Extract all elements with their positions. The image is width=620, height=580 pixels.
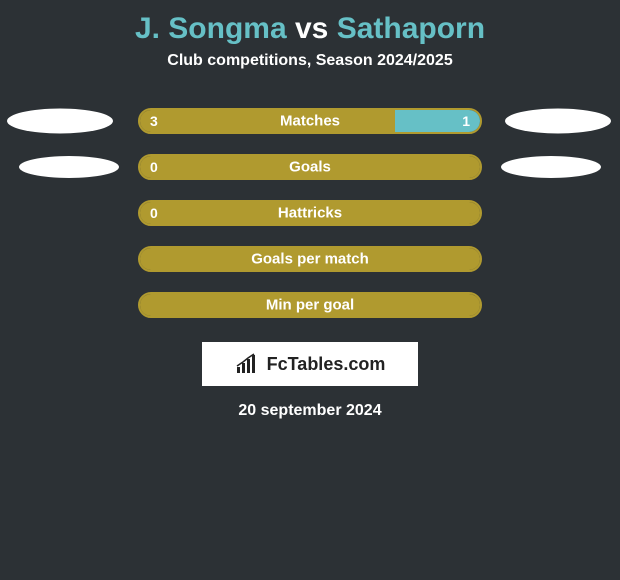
title-player1: J. Songma bbox=[135, 12, 287, 45]
stat-label: Goals per match bbox=[251, 251, 369, 268]
brand-box: FcTables.com bbox=[202, 342, 418, 386]
date-line: 20 september 2024 bbox=[0, 402, 620, 420]
stat-value-right: 1 bbox=[462, 113, 470, 129]
player-badge-right bbox=[505, 109, 611, 134]
stat-label: Goals bbox=[289, 159, 331, 176]
stat-label: Matches bbox=[280, 113, 340, 130]
page-title: J. Songma vs Sathaporn bbox=[0, 0, 620, 52]
title-player2: Sathaporn bbox=[337, 12, 485, 45]
stat-bar: Min per goal bbox=[138, 292, 482, 318]
brand-text: FcTables.com bbox=[267, 354, 386, 375]
stat-value-left: 3 bbox=[150, 113, 158, 129]
stat-fill-left bbox=[140, 110, 395, 132]
stat-bar: 0 Hattricks bbox=[138, 200, 482, 226]
stat-value-left: 0 bbox=[150, 205, 158, 221]
subtitle: Club competitions, Season 2024/2025 bbox=[0, 52, 620, 70]
stat-bar: Goals per match bbox=[138, 246, 482, 272]
stat-row: Goals per match bbox=[0, 236, 620, 282]
stat-label: Hattricks bbox=[278, 205, 342, 222]
stat-bar: 0 Goals bbox=[138, 154, 482, 180]
player-badge-right bbox=[501, 156, 601, 178]
stat-rows: 3 1 Matches 0 Goals 0 Hattricks Goals per match… bbox=[0, 98, 620, 328]
stat-value-left: 0 bbox=[150, 159, 158, 175]
stat-row: Min per goal bbox=[0, 282, 620, 328]
stat-row: 0 Goals bbox=[0, 144, 620, 190]
stat-label: Min per goal bbox=[266, 297, 354, 314]
stat-bar: 3 1 Matches bbox=[138, 108, 482, 134]
player-badge-left bbox=[19, 156, 119, 178]
stat-row: 3 1 Matches bbox=[0, 98, 620, 144]
title-vs: vs bbox=[295, 12, 328, 45]
stat-row: 0 Hattricks bbox=[0, 190, 620, 236]
brand-chart-icon bbox=[235, 353, 261, 375]
player-badge-left bbox=[7, 109, 113, 134]
